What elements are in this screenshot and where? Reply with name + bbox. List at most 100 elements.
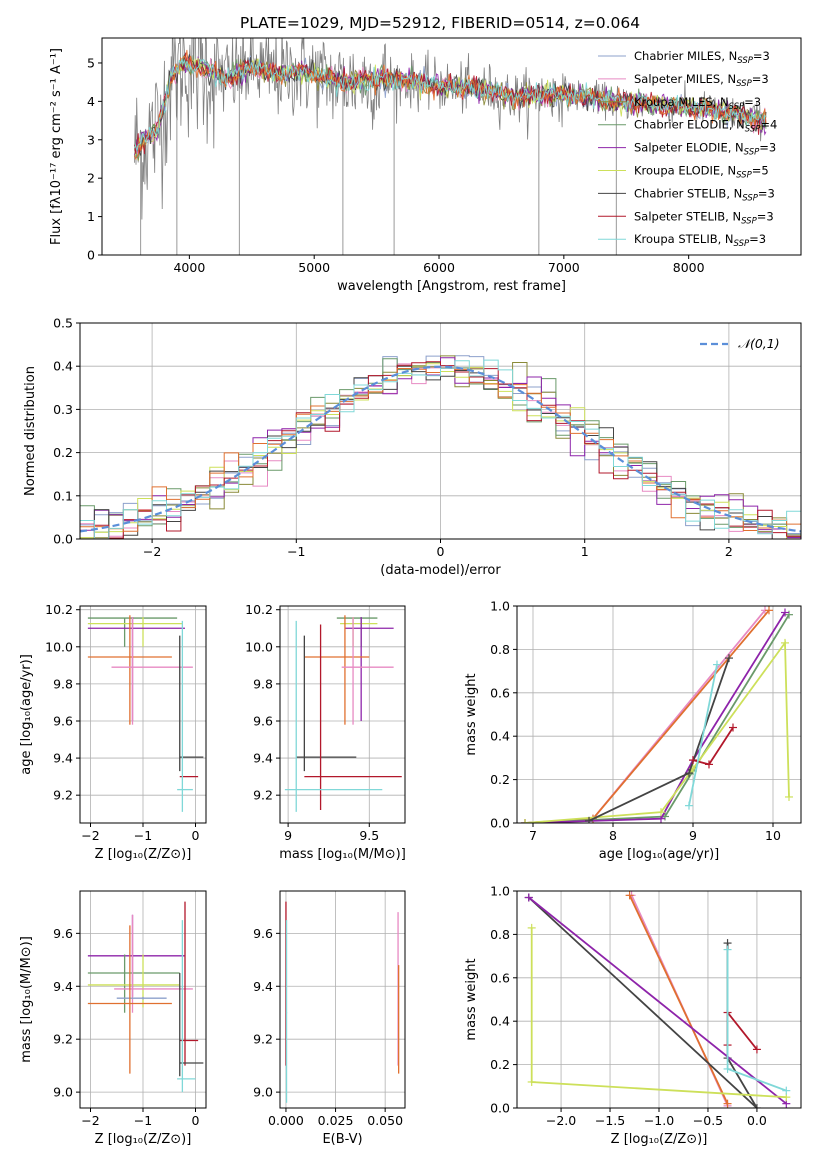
legend-entry: Salpeter ELODIE, NSSP=3 xyxy=(634,141,776,158)
x-tick-label: −2 xyxy=(81,828,99,843)
errorbar-point xyxy=(296,635,357,772)
weight-marker xyxy=(723,1064,732,1073)
y-tick-label: 4 xyxy=(87,94,95,109)
weight-line-orange xyxy=(628,894,729,1105)
weight-line-kroupa_stelib xyxy=(688,664,718,806)
y-axis-label: Flux [fλ10⁻¹⁷ erg cm⁻² s⁻¹ A⁻¹] xyxy=(49,48,64,245)
weight-marker xyxy=(527,1077,536,1086)
legend-entry: Salpeter STELIB, NSSP=3 xyxy=(634,209,774,226)
x-tick-label: 6000 xyxy=(423,260,455,275)
model-spectrum-kroupa_stelib xyxy=(134,57,767,152)
errorbar-point xyxy=(177,920,196,1093)
y-tick-label: 0.2 xyxy=(53,445,73,460)
weight-marker xyxy=(752,1104,761,1108)
x-tick-label: −1 xyxy=(134,1113,152,1128)
y-tick-label: 9.8 xyxy=(253,676,273,691)
weight-marker xyxy=(521,819,529,823)
y-tick-label: 10.0 xyxy=(45,639,73,654)
x-tick-label: −2 xyxy=(143,544,161,559)
spectrum-axes: 4000 5000 6000 7000 8000 0 1 2 3 4 5 wavelength [An… xyxy=(49,37,802,294)
y-tick-label: 0.6 xyxy=(490,685,510,700)
x-tick-label: 8 xyxy=(609,828,617,843)
x-tick-label: 4000 xyxy=(173,260,205,275)
y-tick-label: 9.6 xyxy=(53,713,73,728)
x-tick-label: 0 xyxy=(192,828,200,843)
weight-marker xyxy=(781,608,789,617)
weight_vs_age-frame xyxy=(516,605,802,824)
y-tick-label: 0.2 xyxy=(490,772,510,787)
legend-entry: Salpeter MILES, NSSP=3 xyxy=(634,72,769,89)
y-tick-label: 0.3 xyxy=(53,402,73,417)
weight_vs_Z-axes: −2.0 −1.5 −1.0 −0.5 0.0 0.0 0.2 0.4 0.6 0.8 1.0 Z [… xyxy=(464,884,802,1147)
y-tick-label: 5 xyxy=(87,55,95,70)
figure-title: PLATE=1029, MJD=52912, FIBERID=0514, z=0… xyxy=(240,14,640,32)
x-tick-label: 9 xyxy=(284,828,292,843)
y-tick-label: 3 xyxy=(87,132,95,147)
weight-line-salpeter_elodie xyxy=(524,612,786,823)
y-tick-label: 0.4 xyxy=(53,359,73,374)
y-tick-label: 9.6 xyxy=(253,713,273,728)
y-axis-label: mass weight xyxy=(464,958,479,1040)
y-tick-label: 9.0 xyxy=(53,1085,73,1100)
legend-entry: Kroupa STELIB, NSSP=3 xyxy=(634,232,766,249)
y-axis-label: age [log₁₀(age/yr)] xyxy=(19,654,34,775)
y-tick-label: 9.4 xyxy=(253,979,273,994)
y-tick-label: 9.6 xyxy=(53,926,73,941)
legend-entry: 𝒩(0,1) xyxy=(738,336,780,351)
x-tick-label: 0.025 xyxy=(318,1113,354,1128)
errorbar-point xyxy=(336,617,378,647)
y-tick-label: 0.8 xyxy=(490,927,510,942)
x-tick-label: −1.5 xyxy=(595,1113,625,1128)
weight-marker xyxy=(685,801,693,810)
y-tick-label: 9.2 xyxy=(53,1032,73,1047)
weight-line-orange xyxy=(524,609,770,823)
x-tick-label: −1.0 xyxy=(644,1113,674,1128)
errorbar-point xyxy=(87,617,185,721)
errorbar-point xyxy=(179,973,204,1077)
y-tick-label: 0.4 xyxy=(490,1014,510,1029)
weight-marker xyxy=(713,660,721,669)
errorbar-point xyxy=(304,624,402,811)
legend-entry: Chabrier STELIB, NSSP=3 xyxy=(634,186,775,203)
y-tick-label: 0.0 xyxy=(490,1101,510,1116)
y-axis-label: mass weight xyxy=(464,673,479,755)
spectrum-plot-area xyxy=(134,38,767,255)
mass_vs_ebv-axes: 0.000 0.025 0.050 9.0 9.2 9.4 9.6 E(B-V) xyxy=(253,890,406,1147)
errorbar-point xyxy=(284,620,383,812)
age_vs_Z-plot-area xyxy=(87,615,204,812)
weight-line-salpeter_miles xyxy=(524,609,766,823)
weight-marker xyxy=(585,816,593,823)
x-tick-label: 9 xyxy=(689,828,697,843)
x-axis-label: (data-model)/error xyxy=(380,563,501,578)
y-tick-label: 0.6 xyxy=(490,970,510,985)
weight-marker xyxy=(689,756,697,765)
errorbar-point xyxy=(116,996,167,1000)
errorbar-point xyxy=(340,617,378,647)
y-tick-label: 1.0 xyxy=(490,884,510,899)
y-tick-label: 10.0 xyxy=(245,639,273,654)
age_vs_mass-axes: 9 9.5 9.2 9.4 9.6 9.8 10.0 10.2 mass [log₁₀(M/M⊙… xyxy=(245,602,406,862)
errorbar-point xyxy=(87,954,180,1008)
weight-marker xyxy=(729,723,737,732)
weight-marker xyxy=(723,945,732,954)
weight-marker xyxy=(685,769,693,778)
y-tick-label: 9.4 xyxy=(253,751,273,766)
x-tick-label: −2 xyxy=(81,1113,99,1128)
x-tick-label: 5000 xyxy=(298,260,330,275)
y-tick-label: 0.1 xyxy=(53,488,73,503)
y-tick-label: 9.2 xyxy=(253,788,273,803)
weight-marker xyxy=(725,654,733,663)
y-axis-label: mass [log₁₀(M/M⊙)] xyxy=(19,936,34,1063)
weight-marker xyxy=(781,638,789,647)
y-tick-label: 9.8 xyxy=(53,676,73,691)
weight-marker xyxy=(657,808,665,817)
y-tick-label: 9.0 xyxy=(253,1085,273,1100)
y-tick-label: 2 xyxy=(87,171,95,186)
residuals-plot-area xyxy=(80,355,801,539)
histogram-salpeter_stelib xyxy=(80,361,801,539)
y-tick-label: 0.0 xyxy=(490,816,510,831)
y-tick-label: 10.2 xyxy=(245,602,273,617)
weight-marker xyxy=(625,891,634,900)
errorbar-point xyxy=(87,617,183,647)
